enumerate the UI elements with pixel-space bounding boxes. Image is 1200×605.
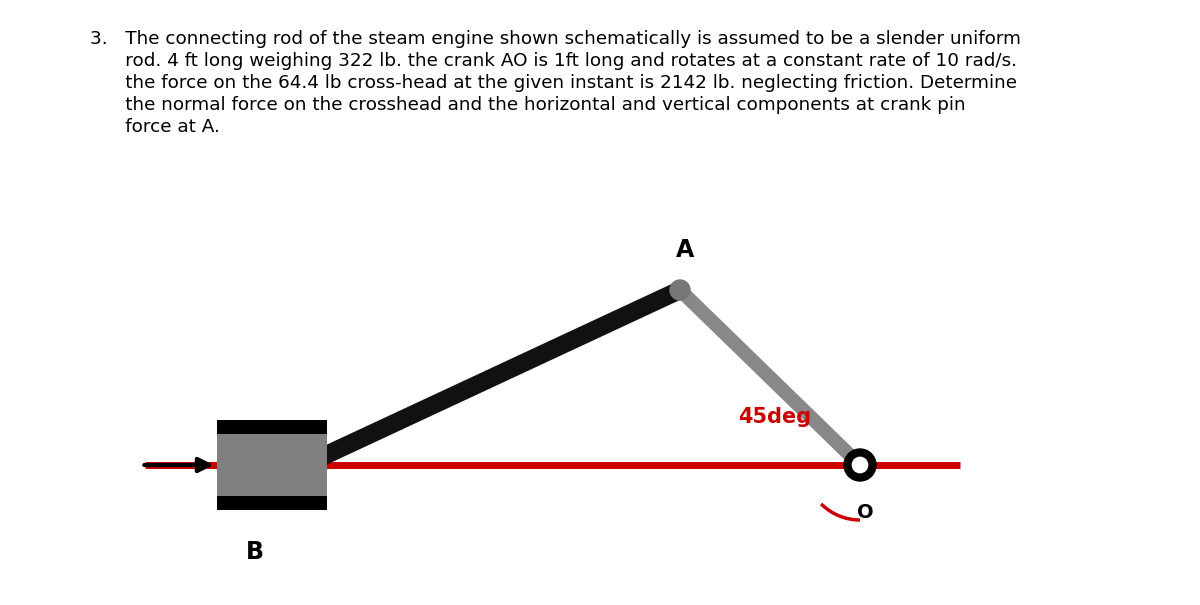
Text: the force on the 64.4 lb cross-head at the given instant is 2142 lb. neglecting : the force on the 64.4 lb cross-head at t…	[90, 74, 1018, 92]
Text: rod. 4 ft long weighing 322 lb. the crank AO is 1ft long and rotates at a consta: rod. 4 ft long weighing 322 lb. the cran…	[90, 52, 1018, 70]
Text: 45deg: 45deg	[738, 407, 811, 427]
Bar	[216, 420, 326, 434]
Circle shape	[852, 457, 868, 473]
Bar	[216, 496, 326, 510]
Text: the normal force on the crosshead and the horizontal and vertical components at : the normal force on the crosshead and th…	[90, 96, 966, 114]
Bar	[216, 420, 326, 510]
Text: O: O	[857, 503, 874, 522]
Circle shape	[670, 280, 690, 300]
Text: B: B	[246, 540, 264, 564]
Text: A: A	[676, 238, 694, 262]
Text: 3.   The connecting rod of the steam engine shown schematically is assumed to be: 3. The connecting rod of the steam engin…	[90, 30, 1021, 48]
Text: force at A.: force at A.	[90, 118, 220, 136]
Circle shape	[844, 449, 876, 481]
